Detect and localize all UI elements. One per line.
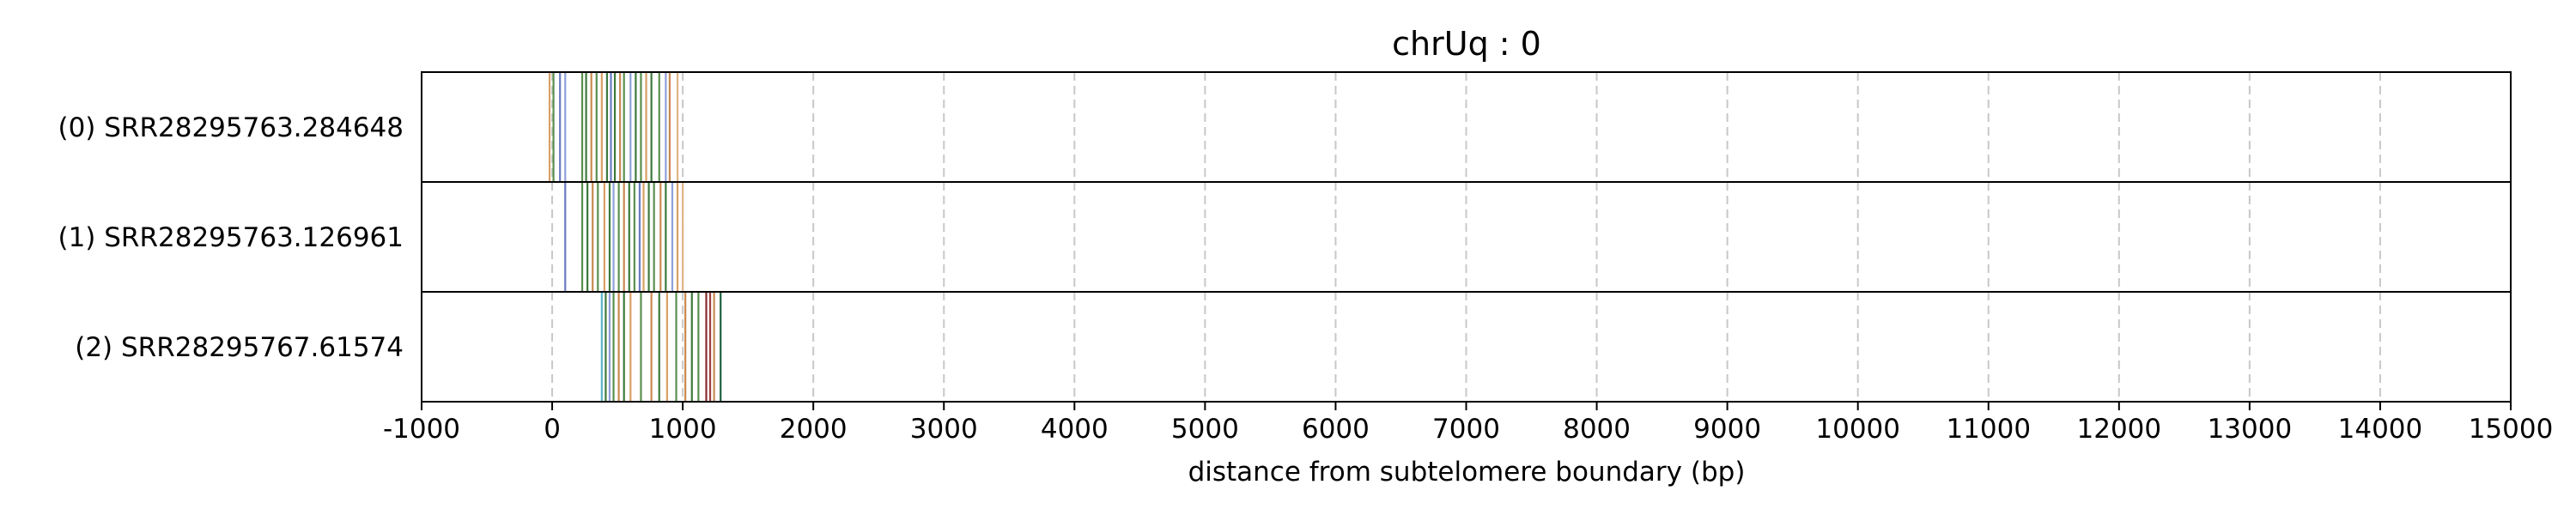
x-tick-label: 3000 <box>910 414 978 445</box>
x-axis-label: distance from subtelomere boundary (bp) <box>1188 457 1746 488</box>
row-label: (0) SRR28295763.284648 <box>58 112 404 143</box>
x-tick-label: 9000 <box>1693 414 1761 445</box>
row-label: (1) SRR28295763.126961 <box>58 222 404 253</box>
x-tick-label: 14000 <box>2338 414 2423 445</box>
x-tick-label: 2000 <box>780 414 848 445</box>
x-tick-label: 0 <box>544 414 561 445</box>
x-tick-label: 11000 <box>1946 414 2031 445</box>
row-label: (2) SRR28295767.61574 <box>75 332 404 363</box>
x-tick-label: 5000 <box>1171 414 1239 445</box>
chart-title: chrUq : 0 <box>1392 25 1541 63</box>
x-tick-label: 10000 <box>1815 414 1900 445</box>
grid <box>551 72 2381 402</box>
x-tick-label: 7000 <box>1432 414 1500 445</box>
x-tick-label: 8000 <box>1563 414 1631 445</box>
x-tick-label: 12000 <box>2077 414 2162 445</box>
rows: (0) SRR28295763.284648 (1) SRR28295763.12… <box>58 72 722 402</box>
x-axis: -1000 0 1000 2000 3000 4000 5000 6000 7000 8000 90… <box>383 402 2553 445</box>
x-tick-label: 1000 <box>649 414 717 445</box>
x-tick-label: 4000 <box>1041 414 1109 445</box>
x-tick-label: 15000 <box>2469 414 2554 445</box>
x-tick-label: 13000 <box>2208 414 2293 445</box>
x-tick-label: 6000 <box>1302 414 1370 445</box>
x-tick-label: -1000 <box>383 414 460 445</box>
